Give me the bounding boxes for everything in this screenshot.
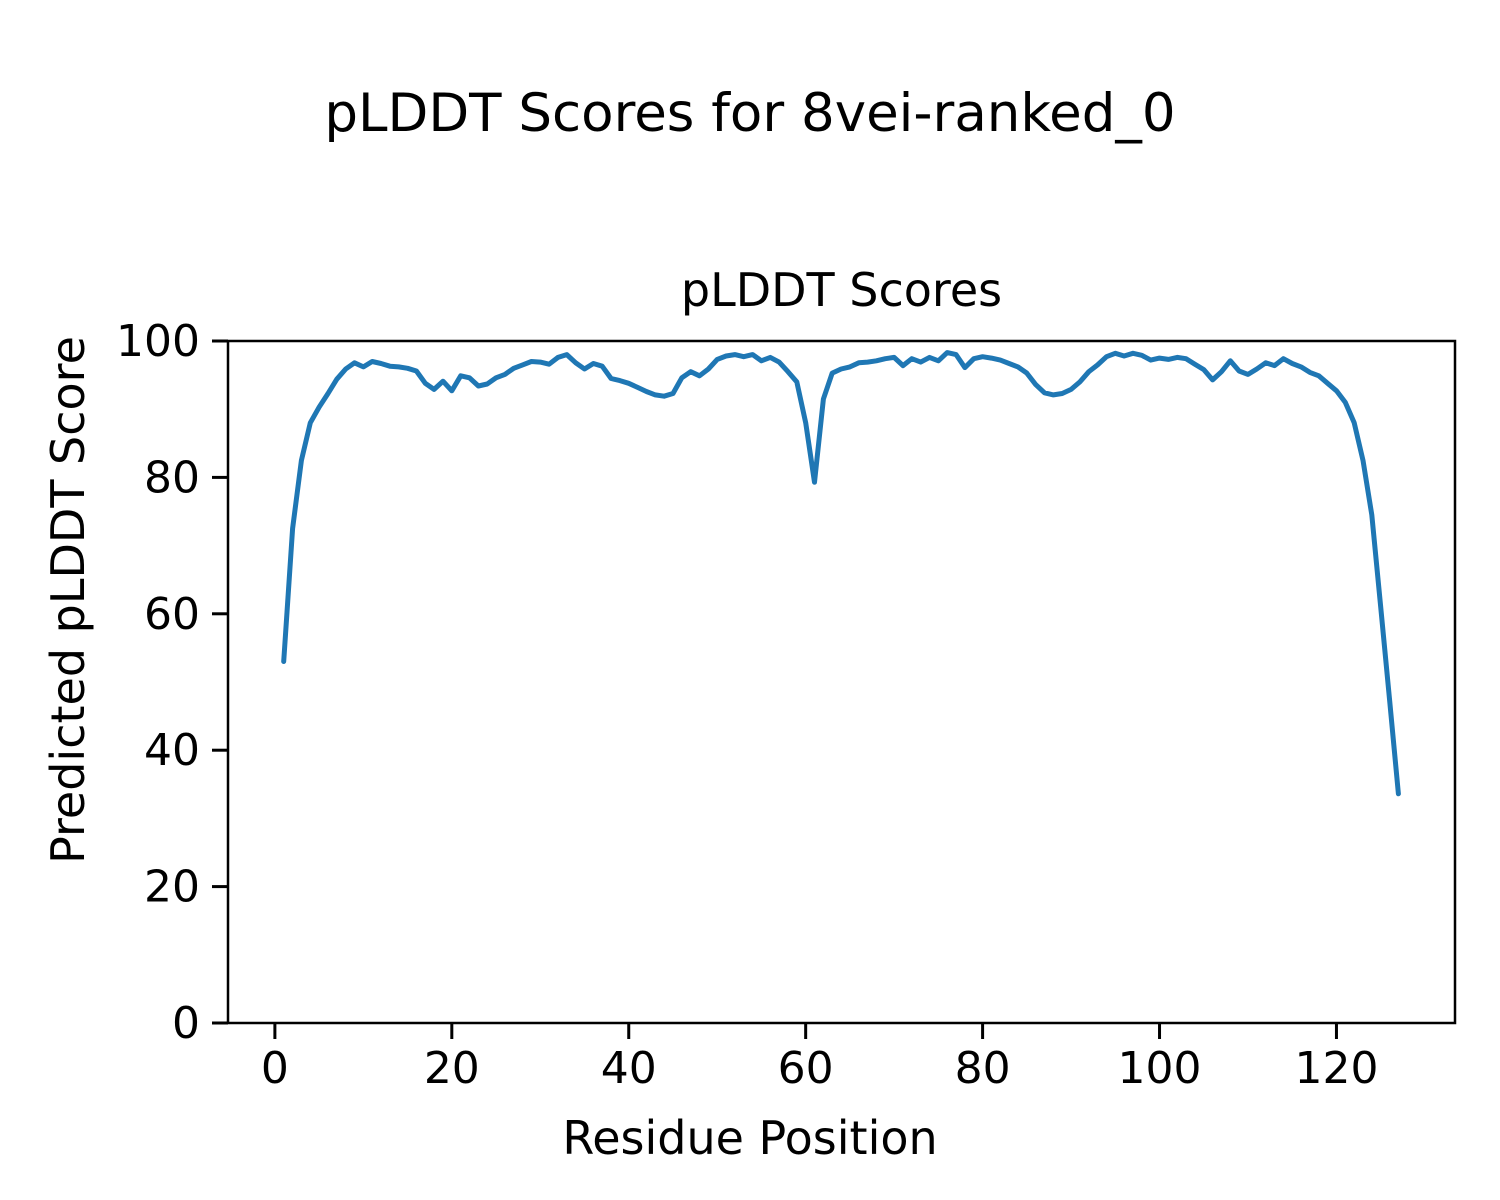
axes-frame xyxy=(226,339,1457,1025)
x-tick-label: 60 xyxy=(778,1043,834,1094)
x-tick-label: 120 xyxy=(1294,1043,1378,1094)
y-tick-label: 20 xyxy=(144,862,200,913)
x-axis-ticks: 0 20 40 60 80 100 120 xyxy=(261,1023,1378,1094)
y-tick-label: 0 xyxy=(172,998,200,1049)
y-axis-label: Predicted pLDDT Score xyxy=(41,336,95,864)
line-series-group xyxy=(281,350,1401,797)
y-tick-label: 60 xyxy=(144,589,200,640)
y-tick-label: 40 xyxy=(144,725,200,776)
y-tick-label: 80 xyxy=(144,452,200,503)
x-axis-label: Residue Position xyxy=(562,1111,938,1165)
x-tick-label: 80 xyxy=(955,1043,1011,1094)
y-axis-ticks: 0 20 40 60 80 100 xyxy=(116,316,228,1049)
x-tick-label: 40 xyxy=(601,1043,657,1094)
x-tick-label: 0 xyxy=(261,1043,289,1094)
x-tick-label: 20 xyxy=(424,1043,480,1094)
x-tick-label: 100 xyxy=(1118,1043,1202,1094)
figure-title: pLDDT Scores for 8vei-ranked_0 xyxy=(324,83,1176,144)
axes-title: pLDDT Scores xyxy=(680,263,1003,317)
plddt-line xyxy=(281,350,1401,797)
y-tick-label: 100 xyxy=(116,316,200,367)
